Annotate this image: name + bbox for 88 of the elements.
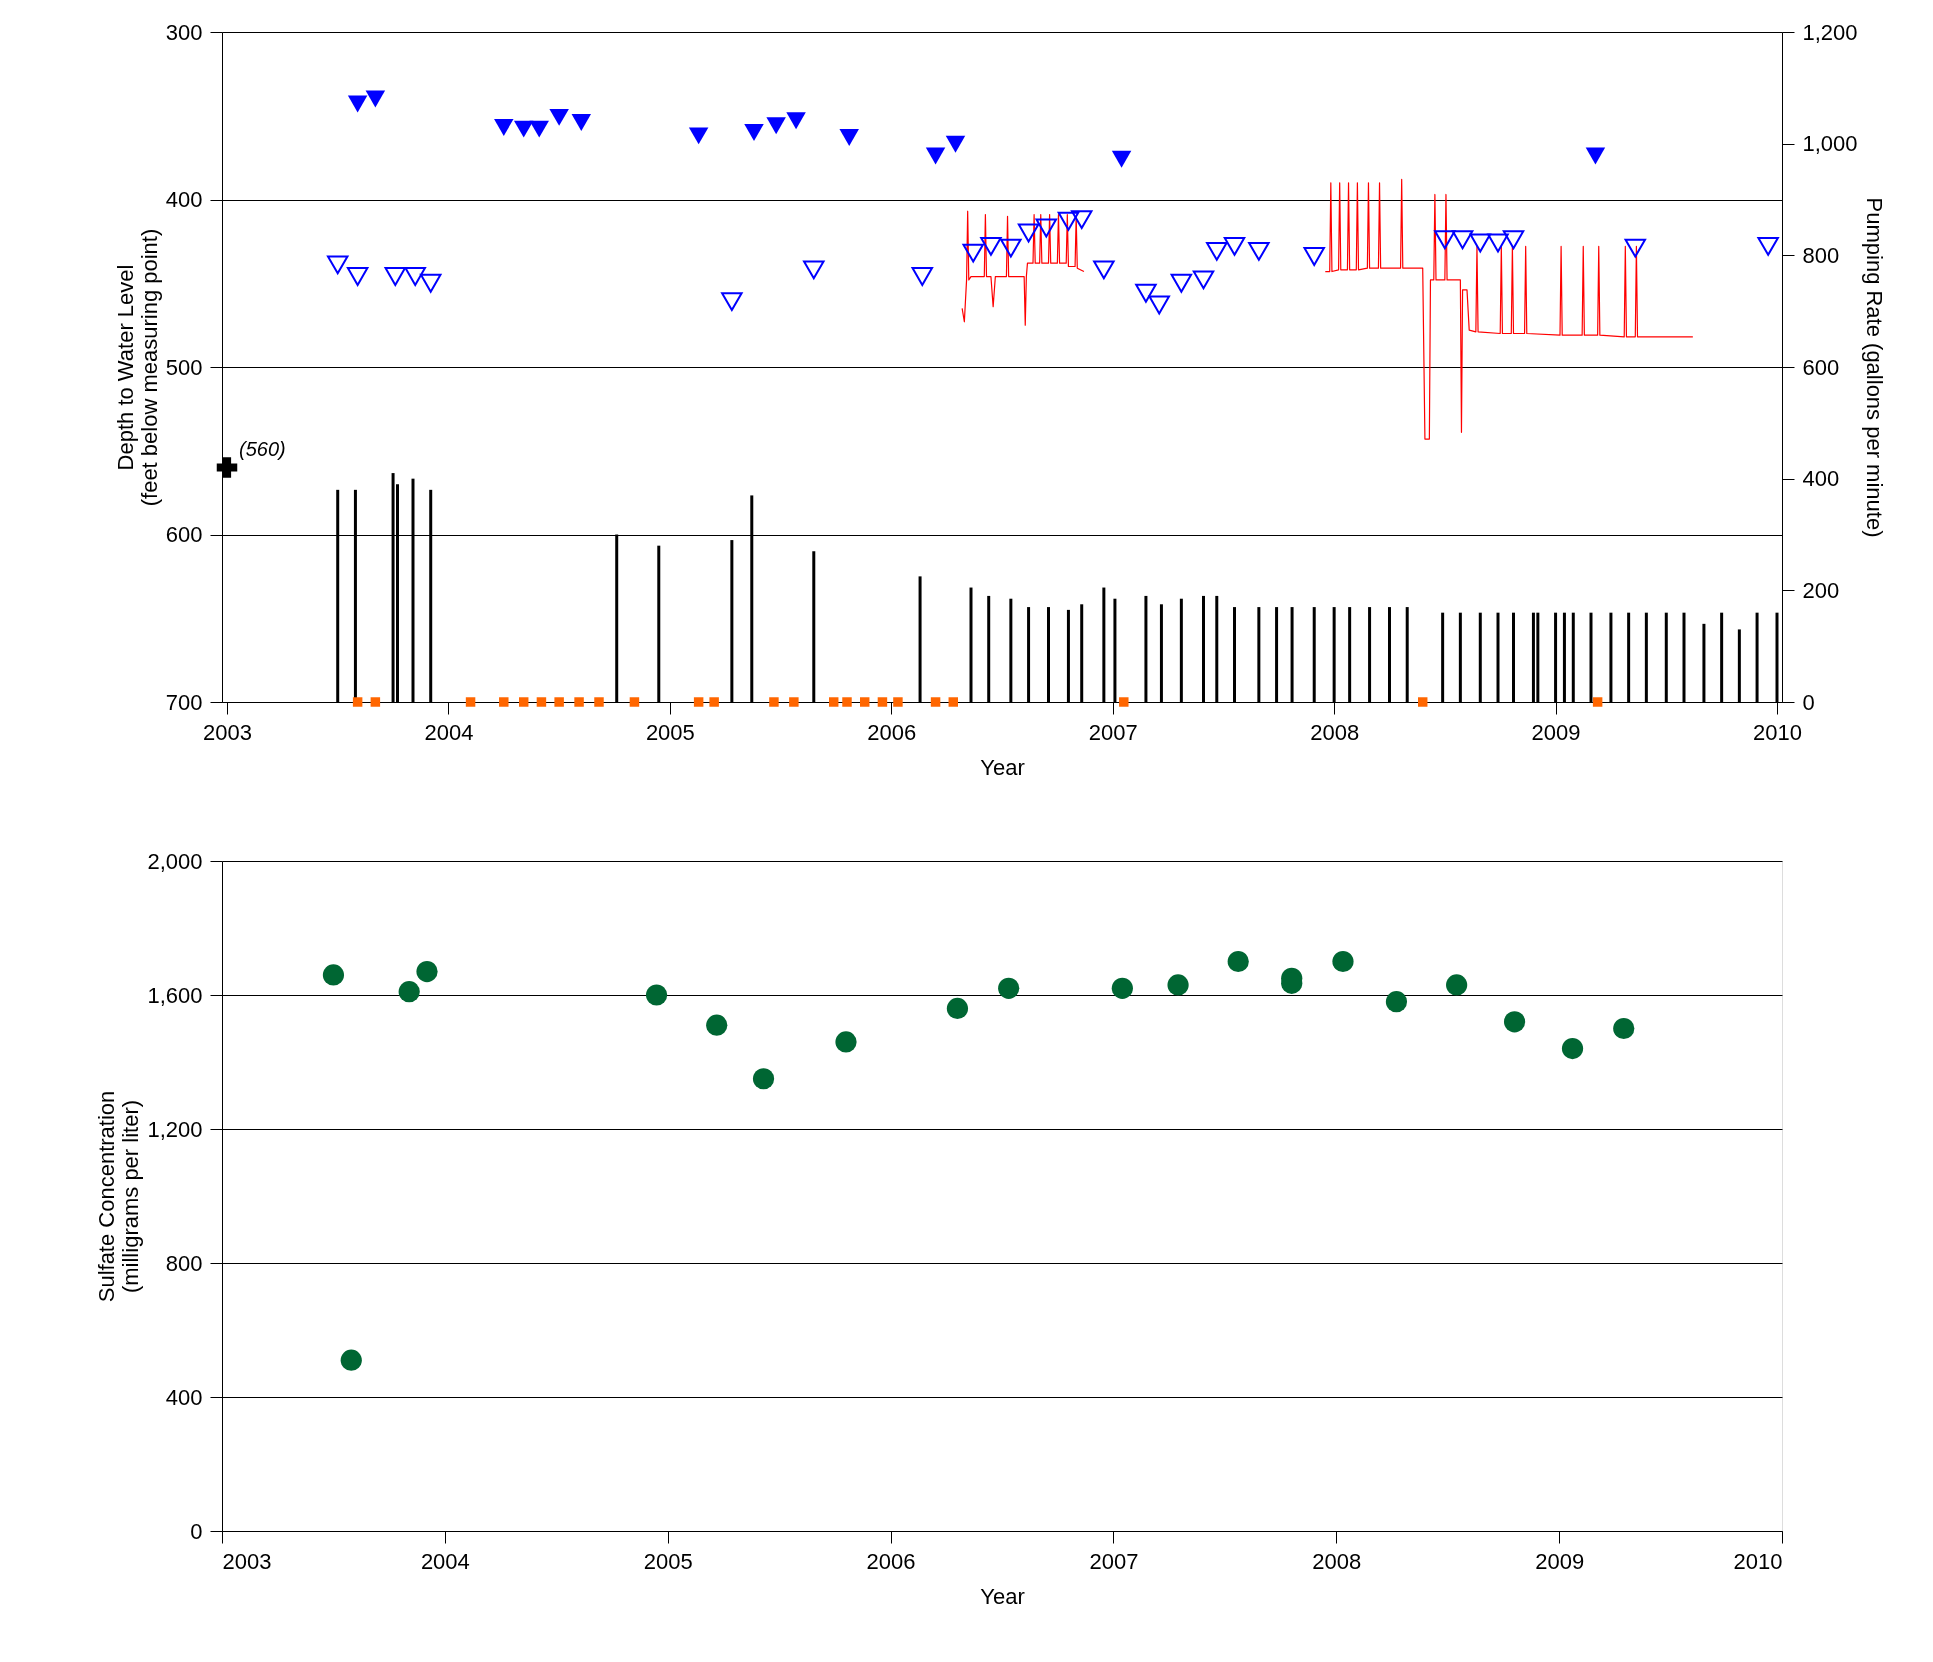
x-tick-label: 2009 — [1535, 1548, 1585, 1574]
y-axis-title: Sulfate Concentration (milligrams per liter) — [94, 1090, 144, 1303]
point — [404, 267, 426, 286]
x-tick-label: 2009 — [1531, 719, 1581, 745]
point — [1303, 247, 1325, 266]
point — [1057, 211, 1080, 231]
x-tick-label: 2005 — [645, 719, 695, 745]
point — [688, 127, 709, 145]
point — [744, 124, 764, 141]
x-tick-label: 2004 — [420, 1548, 470, 1574]
y-tick-label: 600 — [165, 522, 203, 547]
x-axis-title: Year — [980, 1583, 1025, 1609]
point — [346, 267, 369, 286]
point — [945, 135, 966, 153]
point — [1469, 233, 1492, 253]
point — [1434, 230, 1456, 250]
y2-tick-label: 600 — [1802, 354, 1840, 380]
point — [494, 119, 514, 136]
x-tick-label: 2010 — [1733, 1548, 1783, 1574]
point — [529, 120, 549, 138]
point — [1192, 270, 1215, 290]
y-tick-label: 2,000 — [147, 848, 203, 874]
point — [1624, 238, 1647, 258]
x-tick-label: 2008 — [1310, 719, 1360, 745]
x-axis-title: Year — [980, 754, 1025, 780]
y2-tick-label: 200 — [1802, 577, 1840, 603]
point — [980, 236, 1002, 256]
point — [1148, 295, 1170, 315]
y-tick-label: 1,600 — [147, 982, 203, 1008]
point — [571, 114, 592, 131]
point — [1585, 147, 1606, 165]
y-tick-label: 800 — [165, 1250, 203, 1276]
y-tick-label: 700 — [165, 689, 203, 715]
point — [839, 129, 859, 146]
point — [216, 457, 238, 478]
x-tick-label: 2004 — [424, 719, 474, 745]
y2-tick-label: 0 — [1802, 689, 1815, 715]
point — [326, 255, 349, 275]
x-tick-label: 2010 — [1753, 719, 1802, 745]
x-tick-label: 2003 — [222, 1548, 272, 1574]
point — [419, 273, 442, 293]
point — [513, 120, 534, 138]
x-tick-label: 2005 — [643, 1548, 693, 1574]
point — [1070, 210, 1093, 230]
point — [365, 90, 386, 108]
point — [1487, 233, 1509, 253]
x-tick-label: 2006 — [866, 1548, 916, 1574]
point — [911, 267, 934, 286]
y-tick-label: 500 — [165, 354, 203, 380]
point — [1035, 218, 1058, 238]
point — [347, 95, 368, 113]
point — [549, 108, 569, 126]
x-tick-label: 2007 — [1088, 719, 1138, 745]
x-tick-label: 2007 — [1089, 1548, 1139, 1574]
x-tick-label: 2008 — [1312, 1548, 1362, 1574]
point — [1135, 283, 1157, 303]
y-tick-label: 0 — [190, 1518, 203, 1544]
point — [1000, 238, 1022, 258]
point — [1502, 230, 1525, 250]
y-axis-title: Depth to Water Level (feet below measuring point) — [112, 228, 162, 507]
point — [1223, 236, 1246, 256]
y2-tick-label: 1,200 — [1802, 19, 1858, 45]
point — [786, 112, 806, 130]
y2-tick-label: 800 — [1802, 242, 1840, 268]
point — [384, 267, 407, 286]
y-tick-label: 1,200 — [147, 1116, 203, 1142]
x-tick-label: 2006 — [867, 719, 917, 745]
y-tick-label: 400 — [165, 1384, 203, 1410]
point — [766, 117, 786, 135]
point — [962, 243, 984, 263]
point — [1093, 260, 1115, 280]
point — [1757, 236, 1779, 256]
point — [1170, 273, 1193, 293]
point — [1248, 241, 1270, 261]
point — [925, 147, 946, 165]
point — [721, 292, 743, 312]
y2-tick-label: 400 — [1802, 466, 1840, 492]
point — [1451, 230, 1474, 250]
point — [803, 260, 825, 280]
y2-tick-label: 1,000 — [1802, 131, 1858, 157]
y-tick-label: 300 — [165, 19, 203, 45]
y-tick-label: 400 — [165, 187, 203, 212]
point — [1111, 150, 1132, 168]
point — [1017, 223, 1040, 243]
y2-axis-title: Pumping Rate (gallons per minute) — [1861, 197, 1887, 538]
point — [1206, 241, 1228, 261]
x-tick-label: 2003 — [203, 719, 252, 745]
annotation: (560) — [239, 437, 286, 460]
